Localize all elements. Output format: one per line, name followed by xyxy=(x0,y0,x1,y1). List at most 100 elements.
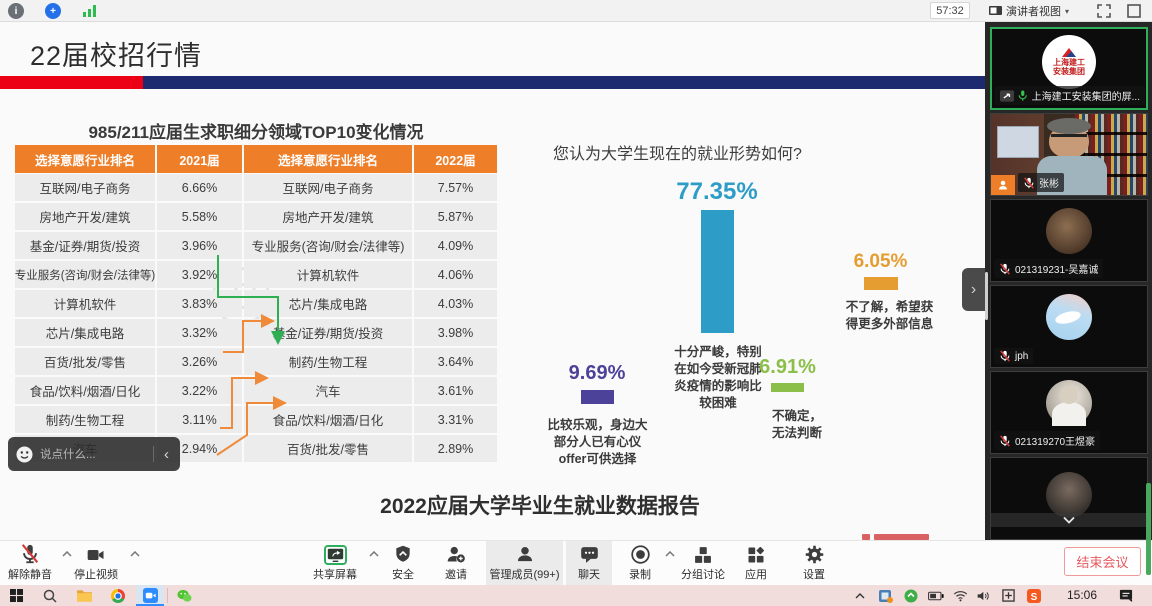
table-cell: 食品/饮料/烟酒/日化 xyxy=(15,377,155,404)
red-watermark-fragment xyxy=(862,534,870,540)
avatar xyxy=(1046,379,1092,426)
share-screen-button[interactable]: 共享屏幕 xyxy=(305,544,365,584)
chat-input-placeholder[interactable]: 说点什么... xyxy=(40,449,96,461)
sidebar-expand-tab[interactable]: › xyxy=(962,268,985,311)
person-glasses xyxy=(1051,134,1087,142)
video-tile-jph[interactable]: jph xyxy=(990,285,1148,368)
unmute-button[interactable]: 解除静音 xyxy=(4,544,56,584)
bar-value-unaware: 6.05% xyxy=(853,251,908,272)
apps-button[interactable]: 应用 xyxy=(736,544,776,584)
screen-share-icon xyxy=(327,548,343,562)
start-button[interactable] xyxy=(8,588,24,604)
table-cell: 4.06% xyxy=(414,261,497,288)
table-cell: 4.03% xyxy=(414,290,497,317)
fullscreen-icon[interactable] xyxy=(1097,4,1111,18)
chat-collapse-button[interactable]: ‹ xyxy=(164,445,169,463)
mic-muted-icon xyxy=(1000,262,1010,275)
participant-name: 021319231-吴嘉诚 xyxy=(1015,265,1099,276)
video-tile-wujiacheng[interactable]: 021319231-吴嘉诚 xyxy=(990,199,1148,282)
meeting-toolbar: 解除静音 停止视频 共享屏幕 安全 邀请 管理成员(99+) 聊天 xyxy=(0,540,1152,586)
health-shield-icon[interactable]: + xyxy=(45,3,61,19)
window-edge-scrollbar[interactable] xyxy=(1146,483,1151,575)
table-cell: 4.09% xyxy=(414,232,497,259)
end-meeting-button[interactable]: 结束会议 xyxy=(1064,547,1141,576)
unmute-options-chevron[interactable] xyxy=(62,551,72,557)
breakout-rooms-button[interactable]: 分组讨论 xyxy=(676,544,730,584)
video-tile-zhangbin[interactable]: 张彬 xyxy=(990,113,1148,196)
window-layout-icon[interactable] xyxy=(1127,4,1141,18)
meeting-info-icon[interactable]: i xyxy=(8,3,24,19)
table-cell: 3.98% xyxy=(414,319,497,346)
unmute-label: 解除静音 xyxy=(8,569,52,581)
stop-video-label: 停止视频 xyxy=(74,569,118,581)
table-cell: 互联网/电子商务 xyxy=(15,174,155,201)
chat-button[interactable]: 聊天 xyxy=(566,544,612,584)
tray-app-badge-icon[interactable] xyxy=(878,588,894,604)
sogou-ime-icon[interactable]: S xyxy=(1026,588,1042,604)
tray-expand-chevron[interactable] xyxy=(852,588,868,604)
chat-quick-input[interactable]: 说点什么... ‹ xyxy=(8,437,180,471)
chrome-icon[interactable] xyxy=(110,588,126,604)
bar-value-severe: 77.35% xyxy=(676,178,758,205)
emoji-icon[interactable] xyxy=(16,446,33,463)
settings-gear-icon xyxy=(805,545,823,564)
wechat-icon[interactable] xyxy=(176,588,192,604)
notification-center-icon[interactable] xyxy=(1118,588,1134,604)
avatar xyxy=(1046,207,1092,254)
svg-text:S: S xyxy=(1031,592,1038,603)
apps-label: 应用 xyxy=(745,569,767,581)
chat-divider xyxy=(153,446,154,462)
view-mode-button[interactable]: 演讲者视图 ▾ xyxy=(985,2,1073,20)
mic-muted-icon xyxy=(21,544,39,564)
volume-icon[interactable] xyxy=(976,588,992,604)
participant-name: 021319270王煜豪 xyxy=(1015,437,1096,448)
share-options-chevron[interactable] xyxy=(369,551,379,557)
video-tile-wangyuhao[interactable]: 021319270王煜豪 xyxy=(990,371,1148,454)
video-tile-screen-share[interactable]: 上海建工 安装集团 上海建工安装集团的屏... xyxy=(990,27,1148,110)
settings-button[interactable]: 设置 xyxy=(792,544,836,584)
mic-muted-icon xyxy=(1000,434,1010,447)
view-mode-caret-icon: ▾ xyxy=(1065,6,1070,16)
slide-title: 22届校招行情 xyxy=(30,41,203,71)
table-cell: 3.64% xyxy=(414,348,497,375)
avatar xyxy=(1046,293,1092,340)
network-signal-icon[interactable] xyxy=(82,3,98,19)
table-cell: 制药/生物工程 xyxy=(244,348,412,375)
search-icon[interactable] xyxy=(42,588,58,604)
meeting-app-icon[interactable] xyxy=(142,588,158,604)
title-divider-navy xyxy=(143,76,985,89)
table-cell: 7.57% xyxy=(414,174,497,201)
manage-members-button[interactable]: 管理成员(99+) xyxy=(486,544,563,584)
invite-button[interactable]: 邀请 xyxy=(434,544,478,584)
participant-name: jph xyxy=(1015,350,1029,362)
stop-video-button[interactable]: 停止视频 xyxy=(68,544,124,584)
company-logo-mark xyxy=(1062,47,1076,57)
record-options-chevron[interactable] xyxy=(665,551,675,557)
table-cell: 芯片/集成电路 xyxy=(244,290,412,317)
file-explorer-icon[interactable] xyxy=(76,588,92,604)
table-cell: 基金/证券/期货/投资 xyxy=(15,232,155,259)
table-header: 2022届 xyxy=(414,145,497,173)
taskbar-clock[interactable]: 15:06 xyxy=(1066,588,1098,602)
participants-sidebar: 上海建工 安装集团 上海建工安装集团的屏... 张彬 xyxy=(985,22,1152,540)
taskbar-separator xyxy=(167,588,168,603)
settings-label: 设置 xyxy=(803,569,825,581)
table-cell: 2.89% xyxy=(414,435,497,462)
manage-members-label: 管理成员(99+) xyxy=(489,569,560,581)
wifi-icon[interactable] xyxy=(952,588,968,604)
record-button[interactable]: 录制 xyxy=(618,544,662,584)
table-cell: 6.66% xyxy=(157,174,242,201)
video-tile-more[interactable] xyxy=(990,457,1148,540)
ime-icon[interactable] xyxy=(1000,588,1016,604)
tray-antivirus-icon[interactable] xyxy=(903,588,919,604)
video-options-chevron[interactable] xyxy=(130,551,140,557)
sidebar-scrollbar[interactable] xyxy=(985,272,988,320)
scroll-more-indicator[interactable] xyxy=(991,513,1147,527)
table-cell: 专业服务(咨询/财会/法律等) xyxy=(244,232,412,259)
report-caption: 2022应届大学毕业生就业数据报告 xyxy=(380,495,700,518)
security-button[interactable]: 安全 xyxy=(381,544,425,584)
top10-industry-table: 选择意愿行业排名 2021届 选择意愿行业排名 2022届 互联网/电子商务 6… xyxy=(15,145,497,462)
battery-icon[interactable] xyxy=(928,588,944,604)
table-header: 选择意愿行业排名 xyxy=(15,145,155,173)
table-cell: 汽车 xyxy=(244,377,412,404)
